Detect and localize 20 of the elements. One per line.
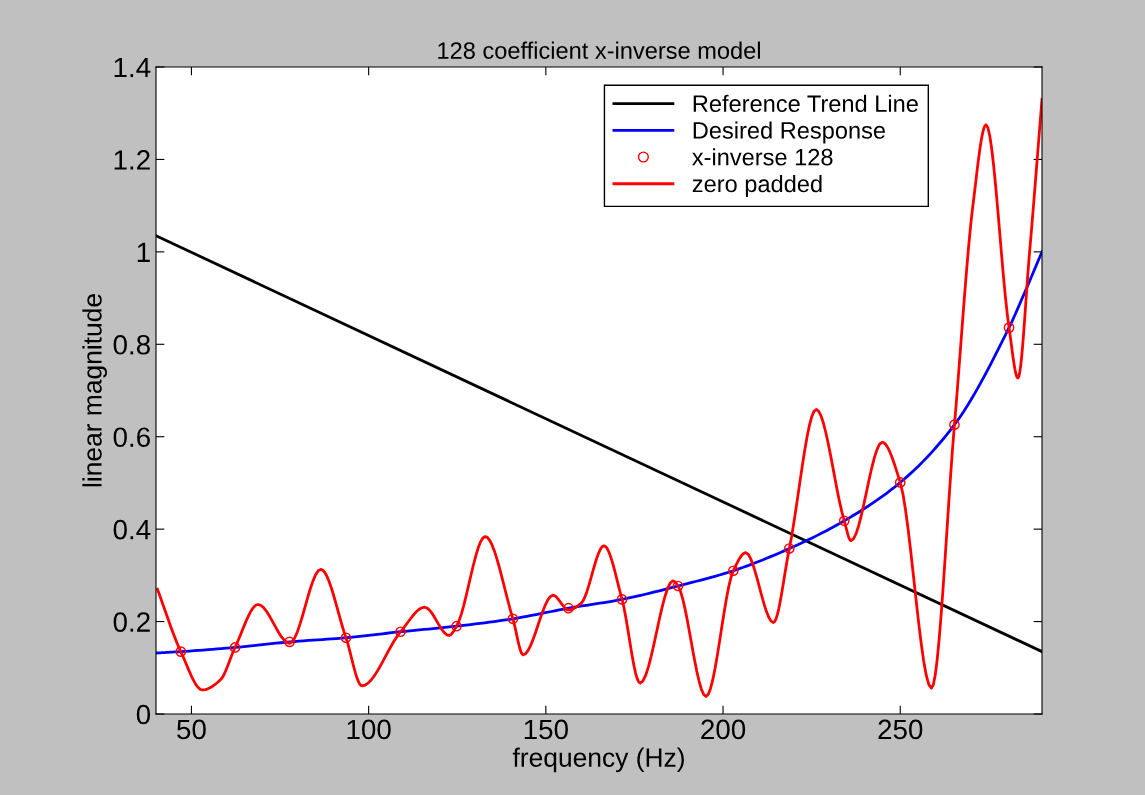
- legend-label: Reference Trend Line: [693, 94, 918, 113]
- x-tick-label: 150: [524, 719, 568, 740]
- legend-label: Desired Response: [693, 121, 885, 144]
- y-tick-label: 0.6: [113, 427, 150, 448]
- y-tick-label: 0: [136, 704, 151, 725]
- y-tick-label: 0.4: [113, 519, 151, 540]
- y-axis-title: linear magnitude: [82, 294, 107, 487]
- y-tick-label: 1.2: [114, 150, 150, 170]
- y-tick-label: 1: [137, 242, 150, 262]
- y-tick-label: 0.8: [113, 334, 150, 355]
- y-tick-label: 1.4: [114, 57, 151, 78]
- chart-title: 128 coefficient x-inverse model: [438, 41, 760, 59]
- x-tick-label: 50: [177, 719, 206, 740]
- y-tick-label: 0.2: [113, 612, 150, 632]
- legend-label: x-inverse 128: [692, 148, 833, 166]
- x-tick-label: 250: [878, 719, 923, 740]
- x-tick-label: 200: [701, 719, 746, 740]
- x-axis-title: frequency (Hz): [512, 747, 684, 773]
- legend-label: zero padded: [692, 174, 822, 197]
- x-tick-label: 100: [347, 719, 391, 740]
